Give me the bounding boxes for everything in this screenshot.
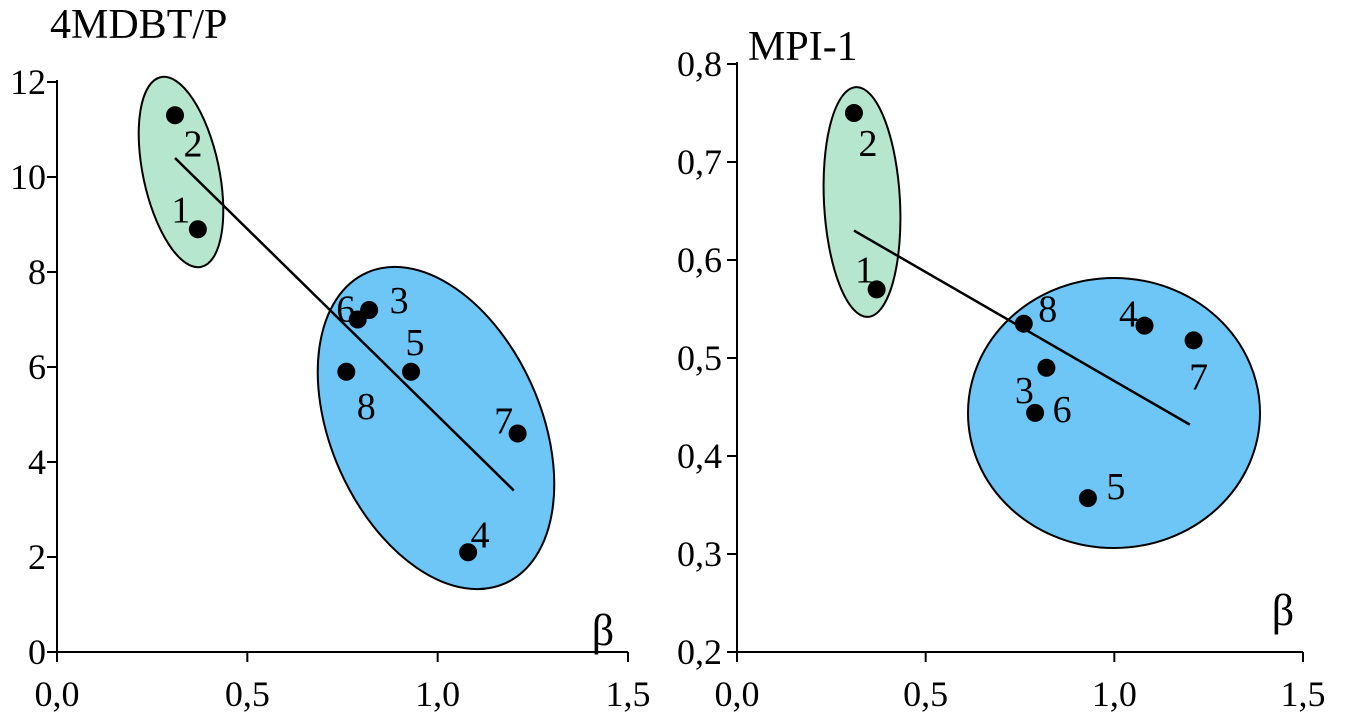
y-axis-title: 4MDBT/P [50,2,227,48]
point-label-1: 1 [855,249,874,291]
y-tick-label: 10 [10,157,46,197]
trend-line [174,157,515,492]
y-tick-label: 2 [28,537,46,577]
x-tick-label: 0,0 [35,674,80,714]
point-label-2: 2 [858,123,877,165]
data-point-5 [1078,489,1097,508]
data-point-7 [1184,331,1203,350]
data-point-1 [867,280,886,299]
point-label-7: 7 [1189,356,1208,398]
y-tick-label: 0,6 [677,240,722,280]
point-label-4: 4 [1119,294,1138,336]
point-label-5: 5 [1106,466,1125,508]
x-tick-label: 1,0 [415,674,460,714]
point-label-4: 4 [471,514,490,556]
y-tick-label: 4 [28,442,46,482]
y-tick-label: 6 [28,347,46,387]
point-label-1: 1 [171,189,190,231]
point-label-3: 3 [390,280,409,322]
y-tick-label: 8 [28,252,46,292]
data-point-1 [188,220,207,239]
x-axis-title: β [1272,586,1294,635]
x-tick-label: 1,5 [1281,674,1326,714]
y-tick-label: 0,7 [677,142,722,182]
point-label-6: 6 [336,289,355,331]
right-chart-mpi-1: 0,2 0,3 0,4 0,5 0,6 0,7 0,8 0,0 0,5 1,0 1,5 MPI-1 β 1… [677,24,1326,714]
y-tick-label: 12 [10,62,46,102]
point-label-3: 3 [1015,370,1034,412]
x-tick-label: 0,5 [225,674,270,714]
y-tick-label: 0 [28,632,46,672]
y-tick-label: 0,2 [677,632,722,672]
group-ellipse-blue [316,265,556,591]
data-point-7 [508,424,527,443]
x-axis-title: β [592,606,614,655]
y-tick-label: 0,5 [677,338,722,378]
data-point-8 [337,362,356,381]
y-tick-label: 0,3 [677,534,722,574]
x-tick-label: 0,0 [715,674,760,714]
group-ellipse-green [822,86,902,318]
data-point-3 [1037,358,1056,377]
data-point-2 [844,104,863,122]
point-label-6: 6 [1053,389,1072,431]
data-point-4 [1135,316,1154,335]
data-point-6 [348,310,367,329]
point-label-7: 7 [494,401,513,443]
data-point-6 [1026,403,1045,422]
y-axis-title: MPI-1 [748,24,858,70]
group-ellipse-green [137,75,225,269]
point-label-8: 8 [357,386,376,428]
data-point-8 [1014,314,1033,333]
x-tick-label: 0,5 [903,674,948,714]
data-point-4 [459,543,478,562]
y-tick-label: 0,4 [677,436,722,476]
point-label-8: 8 [1038,289,1057,331]
point-label-2: 2 [184,123,203,165]
data-point-5 [402,362,421,381]
point-label-5: 5 [406,322,425,364]
x-tick-label: 1,5 [606,674,651,714]
y-tick-label: 0,8 [677,44,722,84]
x-tick-label: 1,0 [1092,674,1137,714]
data-point-2 [166,106,185,125]
